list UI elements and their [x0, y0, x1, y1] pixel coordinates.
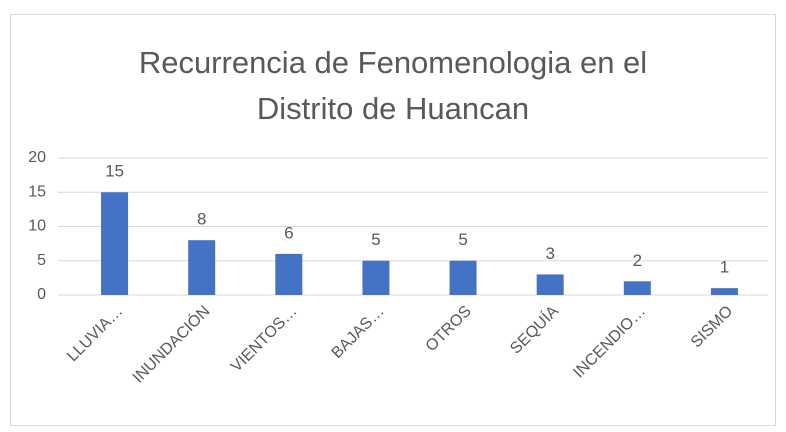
- data-label: 2: [633, 251, 642, 270]
- bar: [362, 260, 390, 295]
- data-label: 15: [105, 162, 124, 181]
- data-label: 5: [371, 230, 380, 249]
- bar: [536, 274, 564, 295]
- data-label: 8: [197, 210, 206, 229]
- data-label: 6: [284, 223, 293, 242]
- y-tick-label: 15: [28, 183, 46, 200]
- chart-title: Recurrencia de Fenomenologia en el Distr…: [138, 45, 648, 126]
- y-tick-label: 0: [37, 286, 46, 303]
- bar: [101, 192, 129, 295]
- bar: [623, 281, 651, 295]
- y-tick-label: 5: [37, 252, 46, 269]
- y-tick-label: 20: [28, 149, 46, 166]
- bar: [188, 240, 216, 295]
- bar: [449, 260, 477, 295]
- y-tick-label: 10: [28, 218, 46, 235]
- data-label: 5: [458, 230, 467, 249]
- data-label: 3: [545, 244, 554, 263]
- data-label: 1: [720, 258, 729, 277]
- bar: [275, 253, 303, 295]
- bar: [710, 288, 738, 295]
- chart-border: [10, 14, 776, 426]
